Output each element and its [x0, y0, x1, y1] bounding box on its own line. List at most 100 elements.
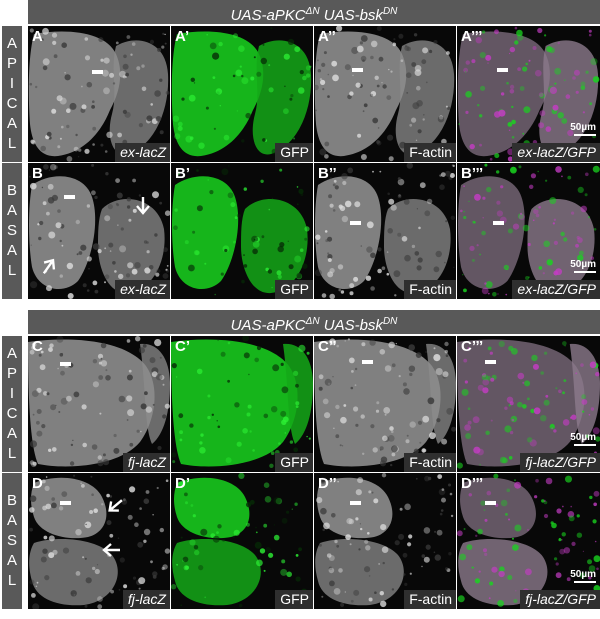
texture-speck — [272, 364, 280, 372]
texture-speck — [462, 176, 465, 179]
texture-speck — [439, 512, 443, 516]
texture-speck — [529, 439, 537, 447]
texture-speck — [119, 557, 125, 563]
channel-label: ex-lacZ/GFP — [512, 143, 600, 162]
dash-marker — [60, 501, 71, 505]
texture-speck — [413, 448, 419, 454]
texture-speck — [482, 217, 484, 219]
texture-speck — [42, 65, 48, 71]
texture-speck — [59, 353, 64, 357]
texture-speck — [476, 244, 479, 247]
micrograph-panel: A’’ F-actin — [314, 26, 456, 162]
texture-speck — [89, 510, 94, 514]
texture-speck — [85, 523, 87, 526]
texture-speck — [517, 372, 525, 380]
texture-speck — [511, 105, 514, 109]
texture-speck — [464, 380, 468, 384]
texture-speck — [423, 556, 430, 563]
texture-speck — [302, 75, 307, 81]
texture-speck — [545, 394, 549, 398]
texture-speck — [446, 51, 450, 55]
tissue-region — [140, 343, 170, 444]
texture-speck — [489, 351, 493, 355]
texture-speck — [433, 551, 436, 554]
texture-speck — [92, 381, 99, 388]
tissue-region — [174, 477, 250, 539]
texture-speck — [357, 133, 362, 138]
texture-speck — [378, 56, 384, 62]
texture-speck — [401, 236, 408, 242]
texture-speck — [477, 104, 480, 107]
texture-speck — [53, 165, 58, 170]
texture-speck — [570, 211, 575, 215]
texture-speck — [465, 60, 470, 65]
texture-speck — [408, 534, 413, 539]
texture-speck — [151, 371, 158, 378]
texture-speck — [29, 349, 35, 355]
texture-speck — [128, 218, 132, 222]
texture-speck — [359, 41, 363, 45]
texture-speck — [110, 589, 114, 594]
texture-speck — [287, 38, 295, 45]
texture-speck — [174, 133, 181, 140]
texture-speck — [377, 247, 382, 252]
texture-speck — [458, 123, 461, 125]
texture-speck — [131, 42, 136, 46]
texture-speck — [213, 127, 216, 130]
texture-speck — [366, 246, 373, 253]
texture-speck — [84, 37, 89, 41]
texture-speck — [232, 74, 236, 78]
texture-speck — [122, 63, 129, 70]
texture-speck — [377, 268, 382, 274]
texture-speck — [577, 254, 584, 262]
texture-speck — [189, 539, 196, 546]
texture-speck — [227, 341, 231, 345]
texture-speck — [43, 164, 49, 170]
texture-speck — [214, 293, 216, 296]
texture-speck — [349, 291, 354, 296]
texture-speck — [580, 205, 588, 213]
texture-speck — [550, 521, 554, 525]
side-letter: S — [6, 532, 17, 549]
texture-speck — [590, 256, 595, 260]
texture-speck — [525, 62, 528, 66]
texture-speck — [262, 138, 266, 142]
texture-speck — [378, 563, 380, 565]
texture-speck — [295, 401, 300, 406]
texture-speck — [558, 538, 562, 542]
texture-speck — [326, 553, 332, 558]
texture-speck — [324, 378, 332, 386]
texture-speck — [530, 408, 535, 414]
texture-speck — [421, 59, 427, 65]
panel-letter-label: D — [32, 475, 43, 492]
texture-speck — [57, 367, 59, 370]
texture-speck — [364, 539, 369, 544]
texture-speck — [43, 535, 48, 540]
texture-speck — [232, 535, 235, 538]
texture-speck — [219, 105, 221, 107]
texture-speck — [255, 526, 257, 529]
texture-speck — [440, 172, 446, 177]
texture-speck — [522, 132, 525, 135]
tissue-region — [171, 339, 298, 467]
texture-speck — [449, 492, 453, 496]
texture-speck — [51, 108, 57, 114]
texture-speck — [485, 54, 492, 61]
texture-speck — [75, 133, 78, 137]
texture-speck — [344, 64, 351, 71]
texture-speck — [254, 357, 259, 363]
texture-speck — [422, 118, 425, 121]
texture-speck — [561, 118, 568, 124]
banner-text-part: ΔN — [305, 6, 320, 17]
texture-speck — [145, 406, 153, 413]
texture-speck — [588, 413, 591, 416]
texture-speck — [361, 342, 366, 347]
texture-speck — [92, 359, 98, 364]
texture-speck — [176, 171, 181, 175]
texture-speck — [253, 238, 256, 241]
texture-speck — [145, 490, 150, 494]
texture-speck — [66, 262, 74, 270]
texture-speck — [66, 124, 70, 129]
texture-speck — [419, 441, 422, 444]
texture-speck — [404, 582, 408, 586]
